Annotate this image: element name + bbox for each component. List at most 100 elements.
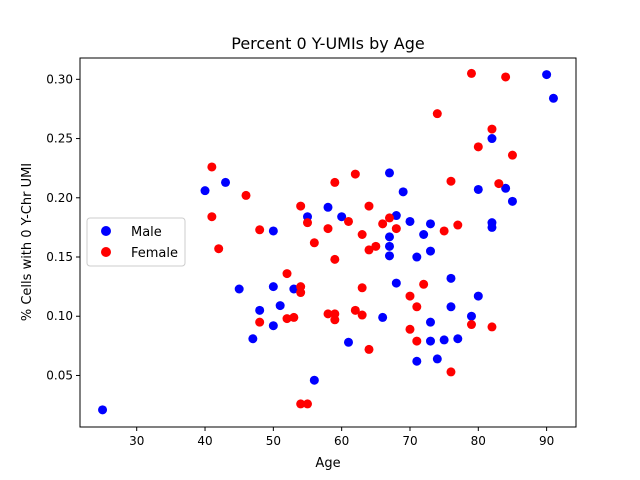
data-point-female: [296, 399, 306, 409]
x-axis-ticks: 30 40 50 60 70 80 90: [129, 427, 554, 448]
y-axis-ticks: 0.05 0.10 0.15 0.20 0.25 0.30: [46, 72, 80, 382]
data-point-male: [268, 282, 278, 292]
data-point-female: [405, 324, 415, 334]
data-point-female: [296, 201, 306, 211]
data-point-male: [391, 211, 401, 221]
data-point-male: [275, 301, 285, 311]
data-point-female: [309, 238, 319, 248]
plot-frame: [79, 57, 577, 428]
legend-label-male: Male: [131, 225, 162, 240]
x-tick-label: 40: [197, 434, 212, 448]
legend-marker-female: [101, 247, 111, 257]
data-point-female: [364, 245, 374, 255]
data-point-male: [384, 168, 394, 178]
data-point-female: [207, 162, 217, 172]
data-point-male: [473, 291, 483, 301]
data-point-male: [473, 184, 483, 194]
x-tick-label: 60: [334, 434, 349, 448]
data-point-male: [343, 337, 353, 347]
data-point-male: [453, 334, 463, 344]
x-tick-label: 50: [266, 434, 281, 448]
legend-marker-male: [101, 226, 111, 236]
data-point-male: [487, 222, 497, 232]
data-point-female: [487, 124, 497, 134]
data-point-male: [425, 336, 435, 346]
y-tick-label: 0.10: [46, 309, 73, 323]
data-point-male: [268, 226, 278, 236]
y-tick-label: 0.30: [46, 72, 73, 86]
data-point-female: [282, 314, 292, 324]
data-point-male: [412, 356, 422, 366]
data-point-female: [364, 344, 374, 354]
scatter-points: [98, 68, 558, 415]
data-point-female: [343, 216, 353, 226]
data-point-male: [384, 251, 394, 261]
x-tick-label: 90: [539, 434, 554, 448]
data-point-male: [466, 311, 476, 321]
data-point-male: [268, 321, 278, 331]
data-point-male: [234, 284, 244, 294]
data-point-male: [384, 232, 394, 242]
data-point-female: [446, 367, 456, 377]
data-point-female: [303, 399, 313, 409]
data-point-male: [200, 186, 210, 196]
data-point-male: [507, 196, 517, 206]
data-point-female: [371, 241, 381, 251]
data-point-female: [357, 283, 367, 293]
data-point-female: [357, 310, 367, 320]
data-point-female: [378, 219, 388, 229]
data-point-female: [439, 226, 449, 236]
data-point-female: [507, 150, 517, 160]
data-point-female: [384, 213, 394, 223]
data-point-male: [425, 219, 435, 229]
data-point-female: [350, 169, 360, 179]
data-point-female: [323, 224, 333, 234]
data-point-female: [432, 109, 442, 119]
data-point-female: [419, 279, 429, 289]
data-point-female: [364, 201, 374, 211]
data-point-male: [548, 93, 558, 103]
data-point-female: [303, 218, 313, 228]
x-axis-label: Age: [315, 456, 340, 471]
y-axis-label: % Cells with 0 Y-Chr UMI: [20, 163, 35, 321]
y-tick-label: 0.05: [46, 368, 73, 382]
data-point-female: [466, 320, 476, 330]
data-point-male: [446, 273, 456, 283]
data-point-male: [487, 134, 497, 144]
data-point-male: [446, 302, 456, 312]
data-point-female: [487, 322, 497, 332]
data-point-male: [391, 278, 401, 288]
data-point-male: [439, 335, 449, 345]
legend-label-female: Female: [131, 246, 178, 261]
data-point-female: [214, 244, 224, 254]
data-point-male: [248, 334, 258, 344]
data-point-male: [419, 230, 429, 240]
data-point-female: [466, 68, 476, 78]
data-point-male: [425, 317, 435, 327]
data-point-female: [330, 177, 340, 187]
data-point-male: [337, 212, 347, 222]
data-point-male: [255, 305, 265, 315]
data-point-male: [98, 405, 108, 415]
data-point-female: [289, 312, 299, 322]
data-point-female: [207, 212, 217, 222]
data-point-female: [391, 224, 401, 234]
data-point-female: [405, 291, 415, 301]
data-point-female: [494, 179, 504, 189]
data-point-female: [412, 302, 422, 312]
data-point-female: [330, 315, 340, 325]
data-point-male: [542, 70, 552, 80]
legend: Male Female: [86, 217, 186, 267]
x-tick-label: 80: [471, 434, 486, 448]
data-point-male: [501, 183, 511, 193]
y-tick-label: 0.15: [46, 250, 73, 264]
data-point-female: [330, 254, 340, 264]
data-point-male: [412, 252, 422, 262]
data-point-male: [309, 375, 319, 385]
data-point-female: [453, 220, 463, 230]
data-point-male: [432, 354, 442, 364]
data-point-female: [357, 230, 367, 240]
legend-box: [86, 217, 186, 267]
data-point-male: [289, 284, 299, 294]
